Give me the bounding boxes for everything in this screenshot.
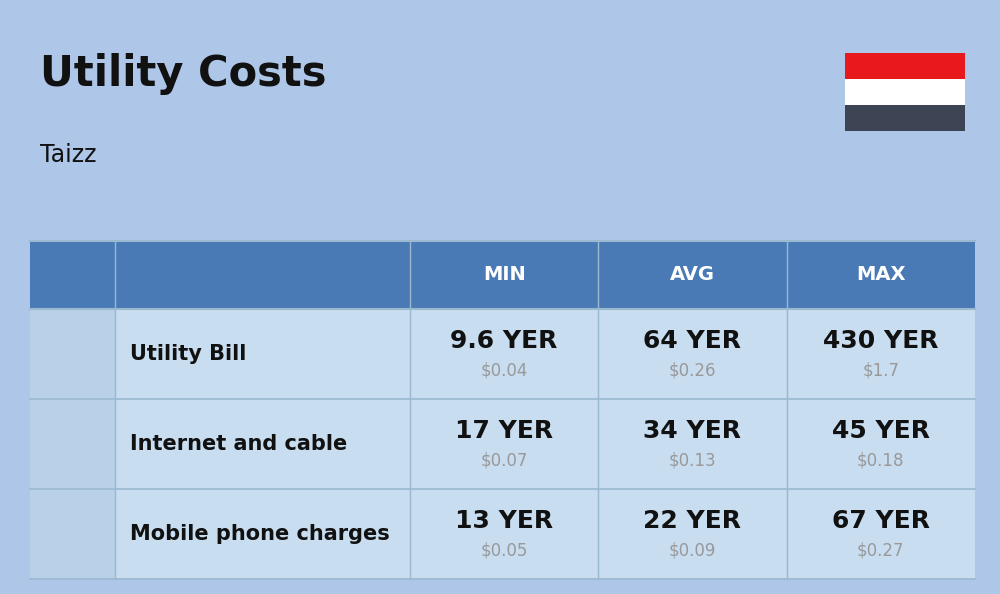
Bar [30, 489, 115, 579]
Text: $1.7: $1.7 [862, 362, 899, 380]
Text: Taizz: Taizz [40, 143, 96, 166]
Bar [787, 309, 975, 399]
Text: $0.09: $0.09 [669, 542, 716, 560]
Bar [30, 399, 115, 489]
Bar [30, 241, 115, 309]
Bar [115, 241, 410, 309]
Text: 64 YER: 64 YER [643, 329, 741, 353]
Bar [787, 399, 975, 489]
Text: 430 YER: 430 YER [823, 329, 939, 353]
Text: $0.05: $0.05 [480, 542, 528, 560]
Text: Utility Bill: Utility Bill [130, 344, 246, 364]
Text: 9.6 YER: 9.6 YER [450, 329, 558, 353]
Text: 67 YER: 67 YER [832, 509, 930, 533]
Bar [787, 241, 975, 309]
Bar [598, 241, 787, 309]
Text: $0.26: $0.26 [669, 362, 716, 380]
Text: $0.27: $0.27 [857, 542, 905, 560]
Text: $0.07: $0.07 [480, 451, 528, 470]
Bar [115, 489, 410, 579]
Bar [845, 79, 965, 105]
Text: 34 YER: 34 YER [643, 419, 741, 443]
Text: 17 YER: 17 YER [455, 419, 553, 443]
Bar [115, 399, 410, 489]
Bar [115, 309, 410, 399]
Bar [598, 399, 787, 489]
Bar [410, 489, 598, 579]
Bar [598, 309, 787, 399]
Text: Internet and cable: Internet and cable [130, 434, 347, 454]
Bar [598, 489, 787, 579]
Text: $0.04: $0.04 [480, 362, 528, 380]
Bar [410, 399, 598, 489]
Bar [845, 105, 965, 131]
Text: 45 YER: 45 YER [832, 419, 930, 443]
Bar [845, 53, 965, 79]
Bar [30, 309, 115, 399]
Text: 13 YER: 13 YER [455, 509, 553, 533]
Text: Mobile phone charges: Mobile phone charges [130, 524, 390, 544]
Text: $0.18: $0.18 [857, 451, 905, 470]
Text: MAX: MAX [856, 266, 906, 284]
Bar [410, 309, 598, 399]
Text: MIN: MIN [483, 266, 526, 284]
Bar [410, 241, 598, 309]
Bar [787, 489, 975, 579]
Text: Utility Costs: Utility Costs [40, 53, 326, 96]
Text: 22 YER: 22 YER [643, 509, 741, 533]
Text: $0.13: $0.13 [669, 451, 716, 470]
Text: AVG: AVG [670, 266, 715, 284]
